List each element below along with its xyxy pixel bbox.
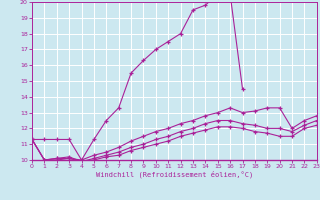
X-axis label: Windchill (Refroidissement éolien,°C): Windchill (Refroidissement éolien,°C): [96, 171, 253, 178]
